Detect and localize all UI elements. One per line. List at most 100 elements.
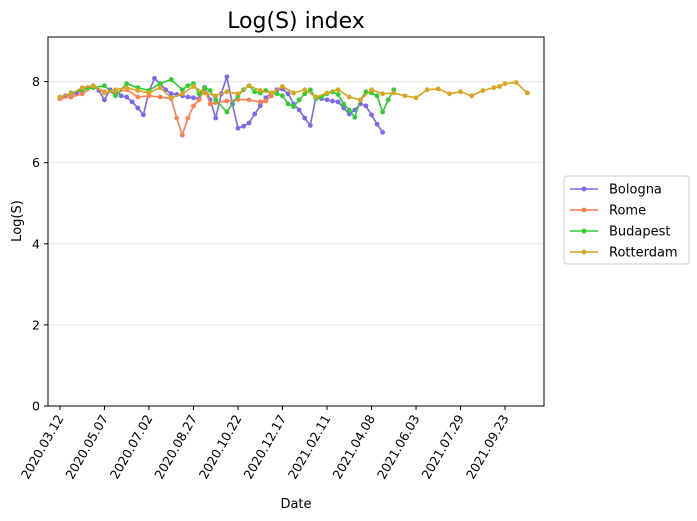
plot-border (47, 36, 545, 407)
data-point (185, 83, 191, 89)
data-point (330, 98, 335, 104)
legend-marker (581, 186, 587, 192)
data-point (235, 125, 241, 131)
data-point (168, 91, 174, 97)
data-point (157, 94, 163, 100)
data-point (291, 104, 297, 110)
x-tick-label: 2020.05.07 (62, 412, 111, 481)
data-point (252, 111, 258, 117)
data-point (146, 90, 152, 96)
x-tick-label: 2021.04.08 (329, 412, 378, 482)
data-point (324, 90, 330, 96)
data-point (118, 93, 124, 99)
data-point (124, 81, 130, 87)
data-point (357, 97, 363, 103)
x-axis: 2020.03.122020.05.072020.07.022020.08.27… (18, 406, 512, 481)
data-point (168, 77, 174, 82)
data-point (113, 87, 118, 93)
data-point (224, 89, 230, 95)
legend-frame (563, 175, 690, 265)
data-point (324, 97, 330, 103)
legend-label: Rome (609, 204, 646, 219)
y-tick-label: 4 (32, 236, 40, 251)
data-point (285, 91, 291, 97)
data-point (296, 107, 302, 113)
data-point (257, 103, 263, 109)
data-point (263, 98, 269, 104)
data-point (346, 94, 352, 100)
data-point (302, 115, 308, 121)
data-point (313, 94, 319, 100)
data-point (224, 74, 230, 80)
data-point (79, 85, 85, 91)
data-point (302, 91, 308, 97)
legend-label: Budapest (609, 225, 671, 240)
data-point (346, 107, 352, 113)
data-point (174, 115, 180, 121)
data-point (435, 86, 441, 92)
legend-marker (581, 228, 587, 234)
data-point (341, 105, 347, 111)
data-point (447, 91, 452, 97)
y-tick-label: 6 (32, 155, 40, 170)
data-point (224, 109, 230, 115)
legend-label: Rotterdam (609, 246, 678, 261)
plot-area (48, 37, 544, 406)
data-point (491, 85, 497, 91)
x-tick-label: 2020.08.27 (151, 412, 200, 481)
data-point (302, 87, 308, 93)
series-rotterdam (57, 80, 530, 103)
data-point (335, 99, 341, 105)
data-point (168, 95, 174, 101)
data-point (157, 81, 163, 87)
data-point (102, 90, 107, 96)
data-point (196, 91, 202, 97)
data-point (380, 109, 386, 115)
y-axis-title: Log(S) (10, 200, 25, 242)
data-point (413, 95, 419, 101)
data-point (57, 94, 63, 100)
data-point (202, 90, 207, 96)
data-point (213, 93, 219, 99)
x-tick-label: 2021.09.23 (463, 412, 512, 481)
data-point (235, 91, 241, 97)
y-axis: 0 2 4 6 8 (32, 74, 48, 414)
data-point (268, 90, 274, 96)
data-point (296, 97, 302, 103)
data-point (291, 90, 297, 96)
data-point (424, 87, 430, 93)
legend: Bologna Rome Budapest Rotterdam (563, 175, 690, 265)
x-axis-title: Date (280, 497, 311, 512)
data-point (385, 97, 391, 103)
data-point (213, 115, 219, 121)
data-point (458, 89, 463, 95)
data-point (213, 97, 219, 103)
data-point (191, 84, 196, 89)
data-point (363, 103, 369, 109)
data-point (246, 83, 252, 89)
data-point (102, 97, 107, 103)
data-point (196, 97, 202, 103)
data-point (129, 99, 135, 105)
y-tick-label: 0 (32, 399, 40, 414)
x-tick-label: 2021.06.03 (374, 412, 423, 481)
data-point (257, 88, 263, 93)
data-point (124, 85, 130, 91)
data-point (185, 115, 191, 121)
data-point (502, 81, 508, 87)
data-point (257, 99, 263, 105)
data-point (90, 83, 96, 89)
data-point (469, 93, 475, 99)
data-point (179, 132, 185, 138)
data-point (79, 91, 85, 97)
data-point (252, 89, 258, 95)
data-point (224, 98, 230, 104)
grid-lines (48, 81, 544, 326)
data-point (335, 92, 341, 97)
data-point (113, 93, 118, 99)
legend-marker (581, 207, 587, 213)
data-point (524, 90, 530, 96)
data-point (241, 123, 246, 129)
data-point (402, 93, 408, 99)
